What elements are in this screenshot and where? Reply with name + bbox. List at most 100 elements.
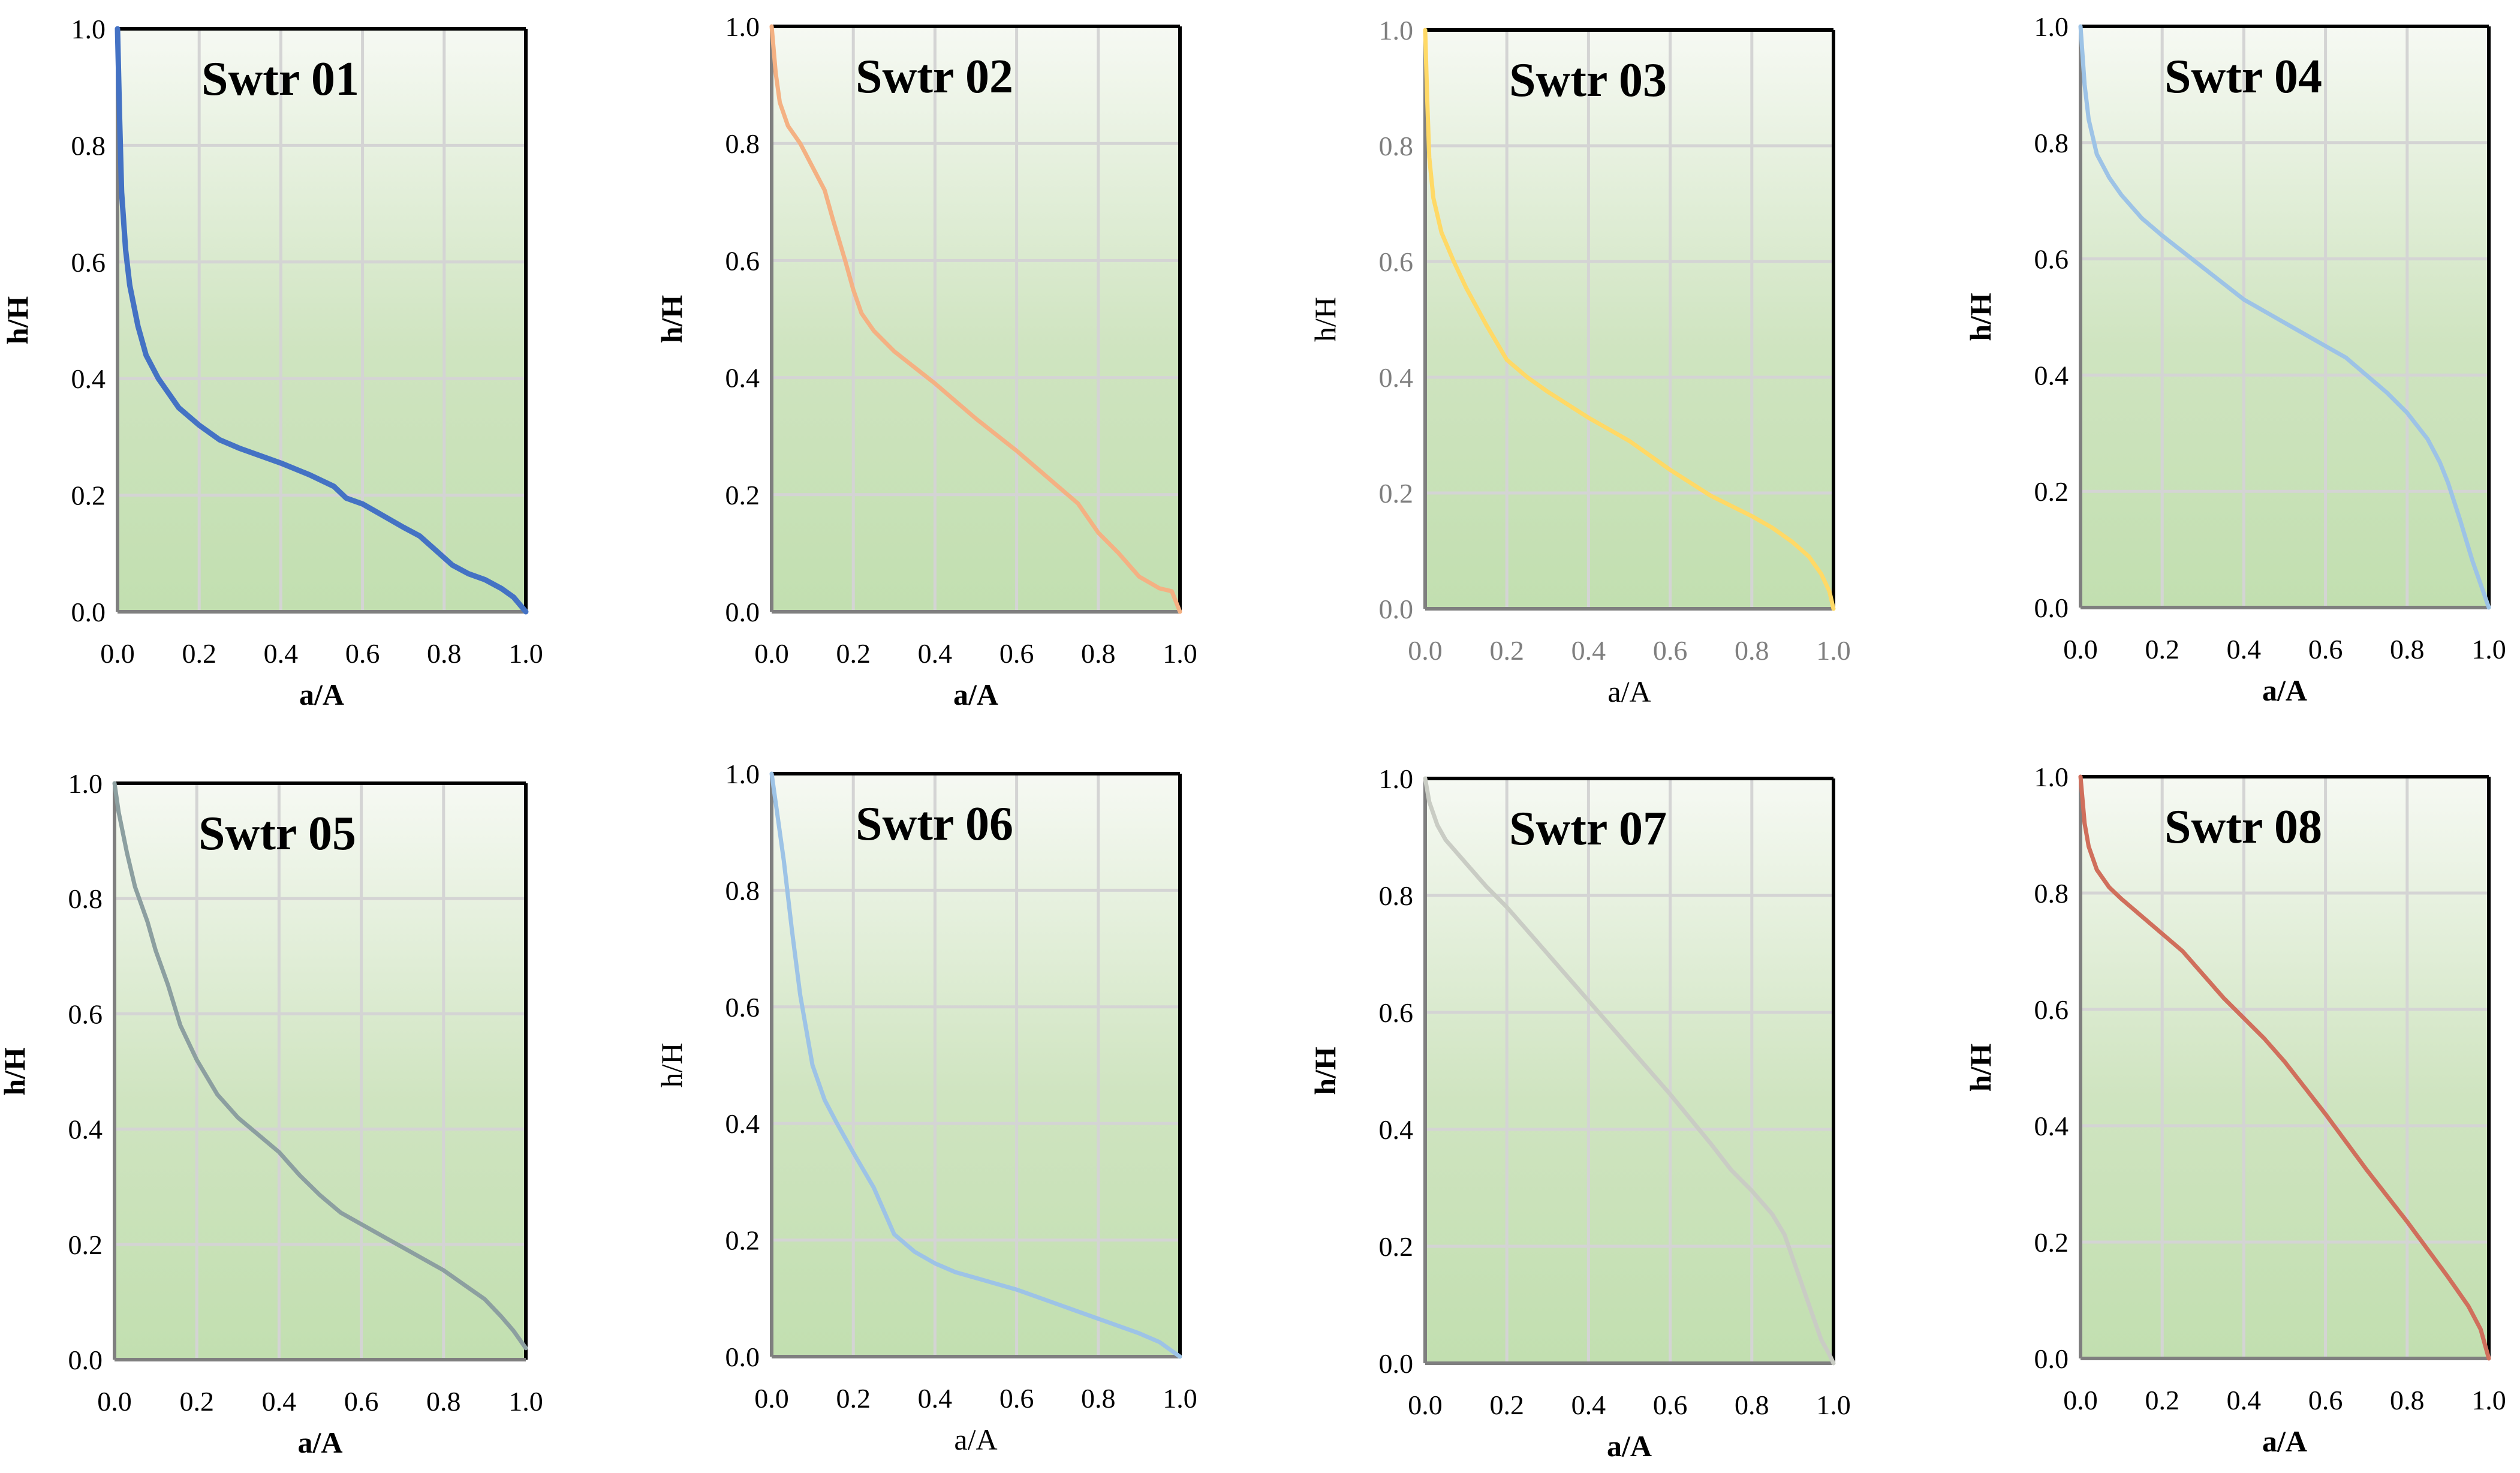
y-axis-label: h/H bbox=[1, 296, 34, 345]
x-tick-label: 0.2 bbox=[182, 638, 216, 669]
y-tick-label: 0.8 bbox=[68, 883, 103, 914]
y-tick-label: 0.8 bbox=[725, 128, 760, 159]
x-tick-label: 1.0 bbox=[2471, 634, 2506, 665]
y-tick-label: 0.6 bbox=[725, 992, 760, 1023]
y-tick-label: 0.4 bbox=[68, 1114, 103, 1145]
y-tick-label: 0.4 bbox=[1379, 362, 1414, 393]
x-tick-label: 0.8 bbox=[1735, 1390, 1769, 1420]
x-axis-label: a/A bbox=[2262, 1424, 2307, 1458]
x-tick-label: 0.0 bbox=[1408, 635, 1443, 666]
y-axis-label: h/H bbox=[655, 1043, 688, 1088]
y-tick-label: 0.8 bbox=[1379, 131, 1414, 161]
x-tick-label: 0.2 bbox=[1489, 1390, 1524, 1420]
x-tick-label: 0.6 bbox=[999, 638, 1034, 669]
y-tick-label: 0.0 bbox=[725, 597, 760, 627]
series-line-1 bbox=[2078, 24, 2491, 610]
y-tick-label: 0.2 bbox=[68, 1229, 103, 1260]
y-tick-label: 0.2 bbox=[725, 480, 760, 510]
plot-area bbox=[2081, 26, 2489, 608]
y-tick-label: 0.2 bbox=[2034, 1227, 2069, 1258]
x-tick-label: 0.0 bbox=[2063, 634, 2098, 665]
x-tick-label: 1.0 bbox=[508, 1386, 543, 1417]
y-tick-label: 0.2 bbox=[1379, 1231, 1414, 1262]
x-tick-label: 0.2 bbox=[2145, 1385, 2179, 1415]
y-tick-label: 0.4 bbox=[71, 363, 106, 394]
x-tick-label: 0.0 bbox=[100, 638, 135, 669]
chart-panel-4: 0.0 0.2 0.4 0.6 0.8 1.0 0.0 0.2 0.4 0.6 0.8 1.0 a/A h… bbox=[1964, 11, 2506, 707]
y-tick-label: 0.6 bbox=[71, 247, 106, 278]
y-tick-label: 0.2 bbox=[71, 480, 106, 511]
y-tick-label: 0.2 bbox=[1379, 478, 1414, 509]
y-tick-label: 1.0 bbox=[68, 768, 103, 799]
y-tick-label: 1.0 bbox=[725, 759, 760, 789]
y-tick-label: 0.4 bbox=[725, 1108, 760, 1139]
y-tick-label: 0.8 bbox=[2034, 878, 2069, 909]
x-tick-label: 0.6 bbox=[2308, 1385, 2343, 1415]
y-axis-label: h/H bbox=[655, 295, 688, 344]
series-line-1 bbox=[112, 781, 528, 1351]
x-tick-label: 0.6 bbox=[999, 1383, 1034, 1414]
x-axis-label: a/A bbox=[2262, 674, 2307, 707]
x-tick-label: 0.2 bbox=[2145, 634, 2179, 665]
y-tick-label: 1.0 bbox=[2034, 762, 2069, 792]
y-tick-label: 0.0 bbox=[1379, 1348, 1414, 1379]
x-tick-label: 1.0 bbox=[508, 638, 543, 669]
y-axis-label: h/H bbox=[1964, 293, 1997, 341]
y-tick-label: 0.0 bbox=[71, 597, 106, 627]
x-tick-label: 1.0 bbox=[1816, 1390, 1851, 1420]
y-tick-label: 0.8 bbox=[2034, 128, 2069, 158]
x-tick-label: 0.4 bbox=[2227, 634, 2262, 665]
x-tick-label: 0.4 bbox=[1571, 635, 1606, 666]
y-tick-label: 0.6 bbox=[68, 999, 103, 1029]
x-tick-label: 1.0 bbox=[1163, 1383, 1197, 1414]
x-tick-label: 0.4 bbox=[918, 638, 953, 669]
chart-panel-5: 0.0 0.2 0.4 0.6 0.8 1.0 0.0 0.2 0.4 0.6 0.8 1.0 a/A h… bbox=[0, 768, 543, 1459]
x-tick-label: 0.4 bbox=[1571, 1390, 1606, 1420]
y-axis-label: h/H bbox=[1308, 297, 1342, 342]
y-tick-label: 0.2 bbox=[2034, 476, 2069, 507]
y-tick-label: 0.6 bbox=[1379, 246, 1414, 277]
x-tick-label: 0.0 bbox=[97, 1386, 132, 1417]
x-axis-label: a/A bbox=[1607, 675, 1651, 708]
plot-area bbox=[1425, 30, 1833, 609]
chart-title: Swtr 05 bbox=[198, 807, 356, 860]
plot-area bbox=[118, 29, 526, 612]
series-line-1 bbox=[1423, 28, 1836, 611]
y-axis-label: h/H bbox=[1308, 1047, 1342, 1095]
x-tick-label: 0.0 bbox=[1408, 1390, 1443, 1420]
chart-title: Swtr 06 bbox=[856, 798, 1013, 850]
y-axis-label: h/H bbox=[1964, 1044, 1997, 1092]
y-tick-label: 1.0 bbox=[2034, 11, 2069, 42]
x-axis-label: a/A bbox=[953, 678, 998, 711]
x-tick-label: 0.8 bbox=[1735, 635, 1769, 666]
y-tick-label: 0.8 bbox=[725, 875, 760, 906]
x-tick-label: 0.6 bbox=[1653, 1390, 1688, 1420]
y-tick-label: 1.0 bbox=[71, 14, 106, 44]
series-line-1 bbox=[2078, 774, 2491, 1361]
y-tick-label: 0.8 bbox=[1379, 880, 1414, 911]
x-tick-label: 0.0 bbox=[2063, 1385, 2098, 1415]
y-tick-label: 0.2 bbox=[725, 1225, 760, 1256]
chart-panel-1: 0.0 0.2 0.4 0.6 0.8 1.0 0.0 0.2 0.4 0.6 0.8 1.0 a/A h… bbox=[1, 14, 543, 711]
y-tick-label: 0.6 bbox=[2034, 994, 2069, 1025]
chart-title: Swtr 07 bbox=[1509, 802, 1667, 855]
x-tick-label: 0.0 bbox=[754, 1383, 789, 1414]
x-tick-label: 0.4 bbox=[264, 638, 299, 669]
x-tick-label: 0.4 bbox=[262, 1386, 297, 1417]
plot-area bbox=[2081, 777, 2489, 1358]
series-line-1 bbox=[769, 24, 1182, 614]
x-tick-label: 0.6 bbox=[2308, 634, 2343, 665]
x-tick-label: 0.4 bbox=[2227, 1385, 2262, 1415]
series-line-1 bbox=[115, 26, 529, 615]
y-tick-label: 0.0 bbox=[1379, 594, 1414, 624]
plot-area bbox=[772, 774, 1180, 1357]
series-line-1 bbox=[1423, 776, 1836, 1366]
x-axis-label: a/A bbox=[298, 1426, 343, 1459]
y-tick-label: 1.0 bbox=[1379, 763, 1414, 794]
x-tick-label: 0.8 bbox=[1081, 638, 1116, 669]
x-tick-label: 0.2 bbox=[1489, 635, 1524, 666]
x-tick-label: 0.6 bbox=[345, 638, 380, 669]
chart-title: Swtr 08 bbox=[2164, 801, 2322, 853]
x-tick-label: 0.8 bbox=[427, 638, 462, 669]
